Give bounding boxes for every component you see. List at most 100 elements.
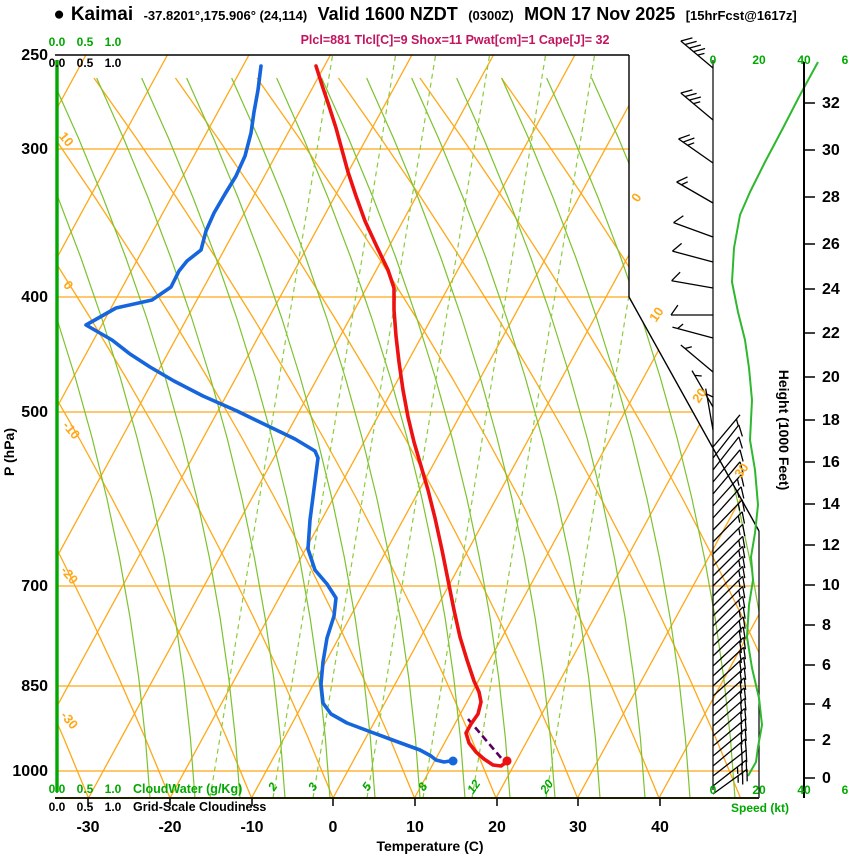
- height-tick-label: 0: [822, 770, 831, 787]
- pressure-tick-label: 850: [21, 678, 48, 695]
- height-tick-label: 18: [822, 412, 840, 429]
- isotherm-lines: [57, 55, 759, 798]
- wind-barb: [712, 738, 747, 767]
- wind-barb: [712, 424, 743, 459]
- temp-tick-label: -30: [76, 819, 99, 836]
- pressure-axis-title: P (hPa): [1, 428, 17, 476]
- speed-tick-bottom: 20: [752, 783, 766, 797]
- mixing-ratio-label: 3: [305, 780, 320, 794]
- valid-z-time: (0300Z): [468, 8, 514, 23]
- height-tick-label: 8: [822, 617, 831, 634]
- wind-barb: [712, 474, 745, 507]
- wind-barb: [712, 499, 746, 531]
- cloudwater-tick-top: 1.0: [105, 35, 122, 49]
- speed-tick-top: 40: [797, 53, 811, 67]
- pressure-tick-label: 250: [21, 47, 48, 64]
- height-tick-label: 30: [822, 142, 840, 159]
- dry-adiabat-label: 0: [60, 278, 76, 293]
- isotherm-label: 10: [646, 304, 667, 324]
- wind-barb: [676, 176, 714, 204]
- dry-adiabat-label: -30: [58, 708, 82, 732]
- plot-frame: [55, 54, 760, 806]
- wind-barb: [712, 486, 745, 519]
- valid-time: Valid 1600 NZDT: [317, 4, 458, 24]
- wind-barb: [712, 595, 746, 627]
- surface-temp-dot: [502, 756, 512, 766]
- temp-tick-label: 40: [651, 819, 669, 836]
- station-name: Kaimai: [70, 4, 134, 25]
- wind-barb: [712, 677, 747, 707]
- speed-tick-bottom: 40: [797, 783, 811, 797]
- wind-barb: [680, 344, 714, 373]
- dry-adiabat-lines: [57, 77, 759, 798]
- height-tick-label: 32: [822, 95, 840, 112]
- cloudwater-tick-top: 0.0: [49, 35, 66, 49]
- wind-barb: [712, 768, 748, 795]
- cloudiness-tick-top: 1.0: [105, 56, 122, 70]
- temperature-axis-title: Temperature (C): [376, 838, 483, 854]
- dewpoint-curve: [84, 64, 452, 764]
- wind-barb: [712, 616, 746, 647]
- temp-tick-label: 10: [406, 819, 424, 836]
- wind-barb: [712, 565, 746, 597]
- speed-tick-bottom: 0: [710, 783, 717, 797]
- cloud-scales: 0.0 0.0 0.0 0.0 0.5 0.5 0.5 0.5 1.0 1.0 1.0 1.0 Clou…: [49, 35, 267, 814]
- wind-barb: [712, 523, 746, 555]
- wind-barb: [712, 511, 746, 543]
- station-coords: -37.8201°,175.906° (24,114): [143, 8, 308, 23]
- height-tick-label: 26: [822, 236, 840, 253]
- height-tick-label: 16: [822, 454, 840, 471]
- temp-tick-label: -10: [240, 819, 263, 836]
- moist-adiabat-lines: [57, 77, 759, 798]
- cloudwater-axis-title: CloudWater (g/Kg): [133, 782, 242, 796]
- station-bullet: ●: [53, 4, 65, 25]
- cloudiness-tick-bottom: 0.0: [49, 800, 66, 814]
- height-tick-label: 20: [822, 369, 840, 386]
- speed-axis-title: Speed (kt): [731, 801, 789, 815]
- wind-barb: [712, 636, 747, 667]
- temp-tick-label: 30: [569, 819, 587, 836]
- pressure-tick-label: 400: [21, 289, 48, 306]
- skewt-grid: [57, 55, 759, 798]
- wind-barb: [712, 545, 746, 577]
- profile-curves: [84, 61, 819, 777]
- wind-barb: [678, 134, 714, 164]
- wind-barb: [670, 304, 713, 316]
- speed-tick-bottom: 6: [842, 783, 849, 797]
- wind-barb: [712, 585, 746, 617]
- cloudwater-tick-top: 0.5: [77, 35, 94, 49]
- wind-barb: [672, 323, 714, 339]
- wind-barb: [712, 646, 747, 677]
- wind-barb: [672, 242, 714, 263]
- temperature-axis: -30 -20 -10 0 10 20 30 40 Temperature (C): [76, 819, 669, 854]
- pressure-tick-label: 300: [21, 141, 48, 158]
- wind-barb: [712, 667, 747, 697]
- wind-barb: [712, 414, 741, 448]
- wind-barb: [680, 37, 714, 69]
- wind-barb: [712, 449, 744, 483]
- cloudiness-tick-bottom: 0.5: [77, 800, 94, 814]
- chart-title: ● Kaimai -37.8201°,175.906° (24,114) Vali…: [0, 4, 850, 26]
- pressure-axis: 250 300 400 500 700 850 1000 P (hPa): [1, 47, 48, 780]
- height-tick-label: 22: [822, 325, 840, 342]
- temp-tick-label: 20: [488, 819, 506, 836]
- wind-barb: [712, 535, 746, 567]
- isotherm-label: 30: [731, 460, 752, 480]
- speed-tick-top: 20: [752, 53, 766, 67]
- pressure-tick-label: 700: [21, 578, 48, 595]
- temperature-curve: [314, 64, 507, 768]
- wind-barb: [712, 575, 746, 607]
- wind-barb: [671, 271, 714, 289]
- forecast-tag: [15hrFcst@1617z]: [685, 8, 797, 23]
- cloudiness-axis-title: Grid-Scale Cloudiness: [133, 800, 266, 814]
- valid-date: MON 17 Nov 2025: [524, 4, 676, 24]
- surface-dewpoint-dot: [448, 756, 458, 766]
- height-tick-label: 10: [822, 577, 840, 594]
- dry-adiabat-label: -20: [58, 563, 82, 587]
- isotherm-label: 0: [628, 190, 644, 205]
- height-tick-label: 6: [822, 657, 831, 674]
- cloudwater-tick-bottom: 1.0: [105, 782, 122, 796]
